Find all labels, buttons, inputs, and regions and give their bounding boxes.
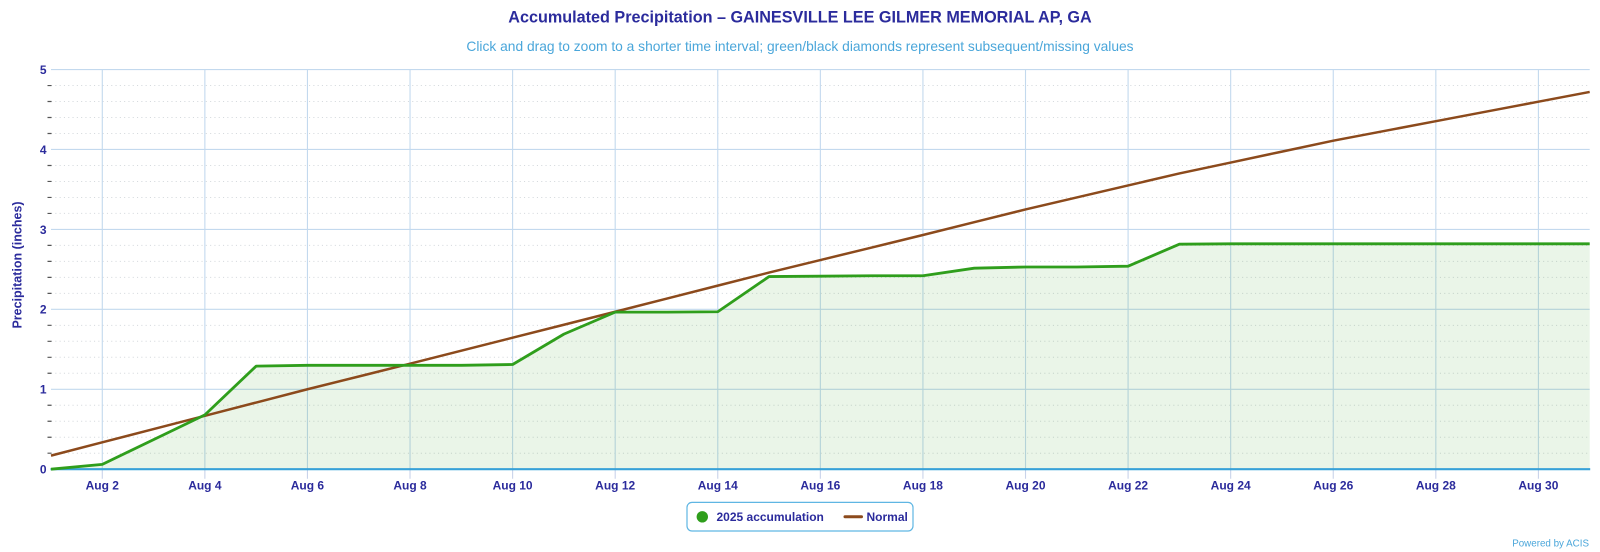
svg-text:Aug 24: Aug 24 xyxy=(1211,479,1251,493)
svg-text:Aug 4: Aug 4 xyxy=(188,479,222,493)
svg-text:Accumulated Precipitation – GA: Accumulated Precipitation – GAINESVILLE … xyxy=(508,9,1092,27)
svg-text:Aug 30: Aug 30 xyxy=(1518,479,1558,493)
svg-text:4: 4 xyxy=(40,143,47,157)
svg-text:Powered by ACIS: Powered by ACIS xyxy=(1512,538,1589,549)
svg-text:Aug 12: Aug 12 xyxy=(595,479,635,493)
svg-text:Aug 8: Aug 8 xyxy=(393,479,427,493)
svg-text:2025 accumulation: 2025 accumulation xyxy=(717,510,824,524)
svg-text:0: 0 xyxy=(40,463,47,477)
svg-text:5: 5 xyxy=(40,63,47,77)
svg-text:1: 1 xyxy=(40,383,47,397)
svg-text:Aug 10: Aug 10 xyxy=(493,479,533,493)
svg-text:Click and drag to zoom to a sh: Click and drag to zoom to a shorter time… xyxy=(466,39,1133,54)
svg-text:Aug 16: Aug 16 xyxy=(800,479,840,493)
svg-text:Normal: Normal xyxy=(867,510,908,524)
svg-text:Precipitation (inches): Precipitation (inches) xyxy=(11,201,25,328)
svg-text:Aug 18: Aug 18 xyxy=(903,479,943,493)
svg-text:3: 3 xyxy=(40,223,47,237)
svg-text:2: 2 xyxy=(40,303,47,317)
svg-text:Aug 22: Aug 22 xyxy=(1108,479,1148,493)
svg-text:Aug 6: Aug 6 xyxy=(291,479,325,493)
svg-text:Aug 26: Aug 26 xyxy=(1313,479,1353,493)
svg-text:Aug 28: Aug 28 xyxy=(1416,479,1456,493)
svg-text:Aug 14: Aug 14 xyxy=(698,479,738,493)
svg-text:Aug 20: Aug 20 xyxy=(1006,479,1046,493)
svg-text:Aug 2: Aug 2 xyxy=(86,479,120,493)
